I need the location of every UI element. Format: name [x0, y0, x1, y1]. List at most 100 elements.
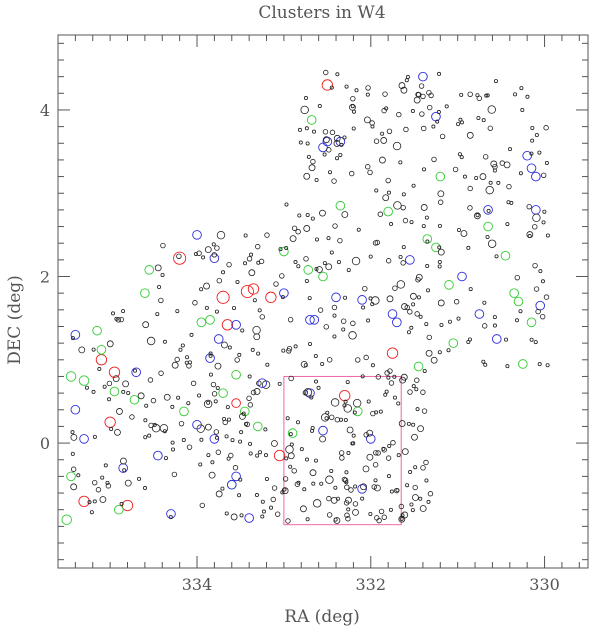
- black-cluster: [263, 453, 268, 458]
- green-cluster: [66, 471, 76, 482]
- black-cluster: [518, 171, 523, 176]
- black-cluster: [424, 215, 429, 220]
- black-cluster: [211, 242, 216, 247]
- black-cluster: [210, 381, 217, 388]
- black-cluster: [300, 105, 309, 115]
- black-cluster: [285, 416, 290, 421]
- black-cluster: [288, 464, 293, 469]
- black-cluster: [87, 500, 92, 505]
- black-cluster: [215, 385, 220, 390]
- black-cluster: [431, 124, 436, 129]
- black-cluster: [312, 129, 317, 134]
- blue-cluster: [522, 150, 532, 161]
- black-cluster: [418, 83, 425, 89]
- black-cluster: [369, 120, 375, 126]
- green-cluster: [413, 361, 424, 372]
- blue-cluster: [205, 353, 215, 363]
- red-cluster: [231, 398, 241, 408]
- black-cluster: [181, 438, 186, 443]
- black-cluster: [466, 131, 474, 139]
- black-cluster: [295, 229, 301, 235]
- black-cluster: [160, 242, 166, 249]
- black-cluster: [341, 211, 349, 218]
- black-cluster: [201, 255, 206, 260]
- black-cluster: [222, 416, 227, 421]
- black-cluster: [444, 104, 449, 109]
- black-cluster: [467, 185, 473, 192]
- black-cluster: [419, 505, 427, 512]
- black-cluster: [375, 450, 381, 456]
- black-cluster: [538, 269, 543, 274]
- blue-cluster: [213, 334, 224, 344]
- black-cluster: [216, 230, 226, 240]
- black-cluster: [381, 514, 387, 520]
- black-cluster: [271, 485, 278, 491]
- black-cluster: [411, 384, 416, 389]
- green-cluster: [513, 296, 524, 307]
- black-cluster: [133, 368, 138, 373]
- black-cluster: [271, 440, 278, 447]
- black-cluster: [317, 104, 322, 109]
- black-cluster: [420, 389, 426, 395]
- black-cluster: [211, 391, 218, 397]
- black-cluster: [399, 517, 404, 522]
- black-cluster: [270, 496, 276, 503]
- black-cluster: [530, 138, 535, 143]
- black-cluster: [105, 480, 110, 485]
- black-cluster: [332, 223, 338, 229]
- black-cluster: [346, 268, 351, 273]
- blue-cluster: [70, 330, 81, 340]
- black-cluster: [492, 315, 497, 320]
- black-cluster: [70, 433, 78, 441]
- black-cluster: [374, 239, 380, 246]
- black-cluster: [414, 377, 420, 383]
- black-cluster: [246, 256, 253, 262]
- black-cluster: [345, 496, 352, 504]
- black-cluster: [382, 91, 388, 97]
- black-cluster: [287, 452, 295, 460]
- black-cluster: [437, 190, 445, 198]
- black-cluster: [147, 433, 152, 438]
- black-cluster: [453, 299, 460, 305]
- black-cluster: [380, 131, 385, 136]
- black-cluster: [348, 331, 357, 340]
- green-cluster: [96, 345, 107, 355]
- black-cluster: [269, 505, 274, 510]
- black-cluster: [178, 347, 183, 352]
- black-cluster: [157, 285, 162, 290]
- black-cluster: [303, 388, 313, 397]
- black-cluster: [437, 71, 442, 76]
- black-cluster: [225, 405, 230, 410]
- black-cluster: [411, 183, 416, 188]
- black-cluster: [496, 180, 501, 185]
- black-cluster: [288, 375, 294, 382]
- black-cluster: [533, 340, 538, 345]
- black-cluster: [350, 95, 356, 102]
- black-cluster: [240, 328, 245, 333]
- black-cluster: [412, 494, 419, 501]
- black-cluster: [333, 517, 341, 524]
- black-cluster: [230, 513, 238, 521]
- black-cluster: [493, 79, 498, 84]
- black-cluster: [368, 511, 373, 516]
- black-cluster: [484, 93, 489, 98]
- black-cluster: [401, 448, 409, 456]
- black-cluster: [398, 160, 403, 165]
- black-cluster: [78, 346, 86, 354]
- black-cluster: [428, 92, 434, 99]
- black-cluster: [300, 505, 307, 513]
- red-cluster: [95, 354, 108, 366]
- black-cluster: [331, 178, 337, 184]
- black-cluster: [351, 433, 356, 438]
- black-cluster: [162, 339, 167, 344]
- black-cluster: [319, 435, 326, 443]
- black-cluster: [412, 484, 418, 491]
- black-cluster: [446, 348, 451, 353]
- plot-frame: [57, 34, 589, 569]
- black-cluster: [492, 164, 498, 170]
- black-cluster: [348, 170, 355, 177]
- black-cluster: [204, 305, 209, 310]
- black-cluster: [291, 225, 298, 231]
- black-cluster: [303, 225, 311, 232]
- black-cluster: [91, 347, 96, 352]
